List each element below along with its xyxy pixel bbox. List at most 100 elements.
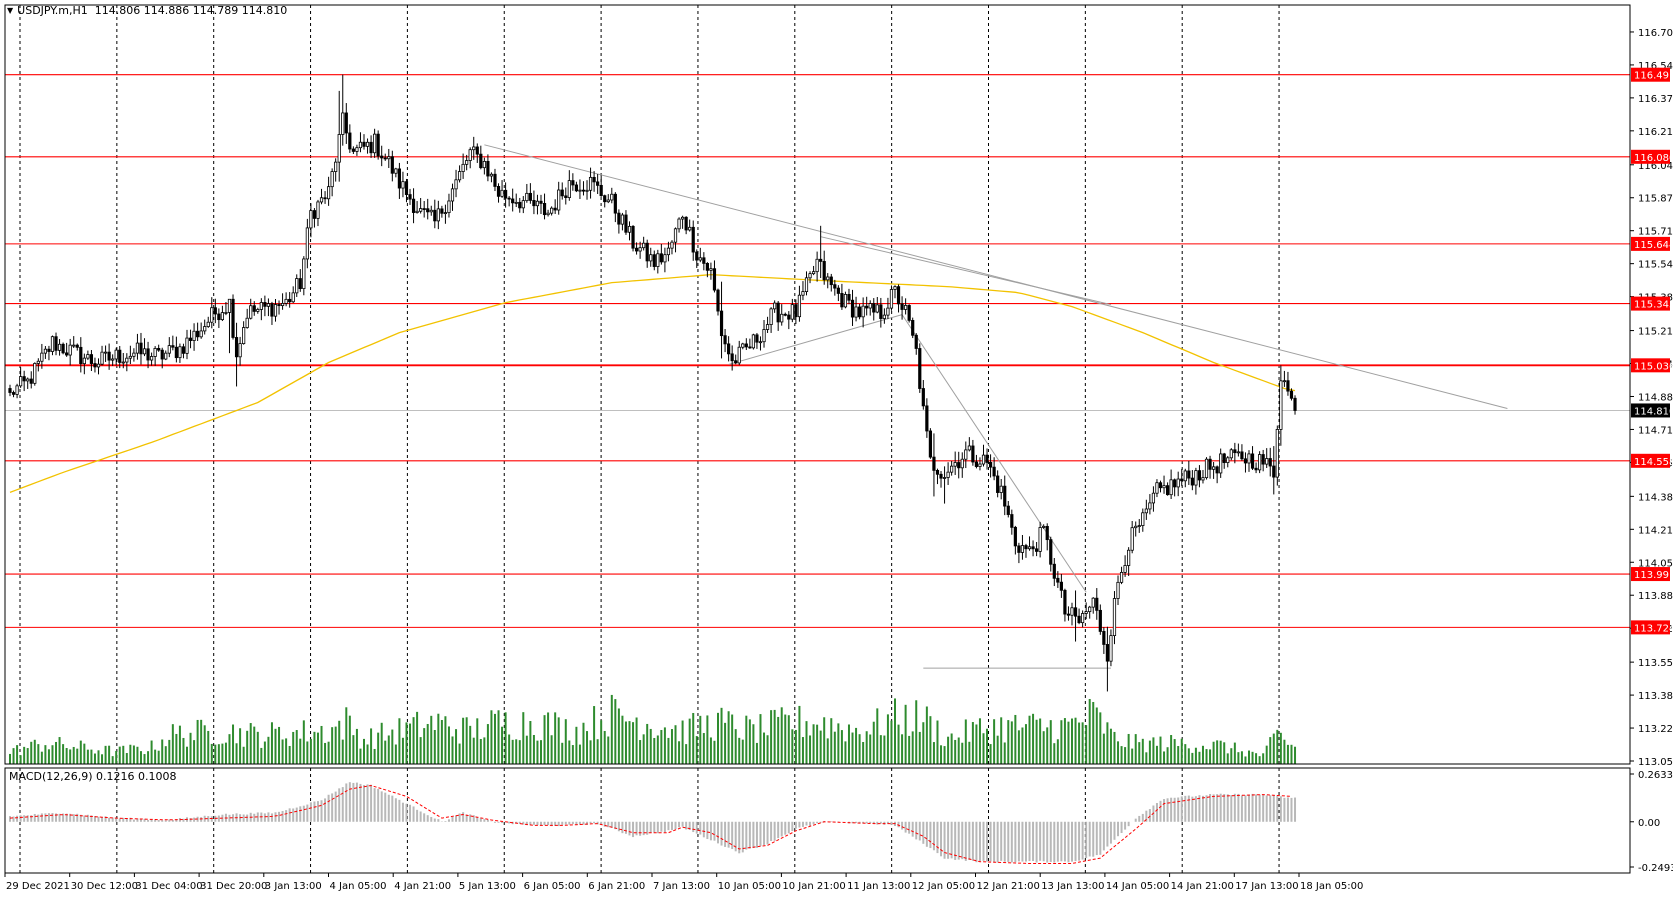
volume-bar	[653, 737, 656, 764]
volume-bar	[1173, 739, 1176, 764]
candle-body	[999, 485, 1003, 493]
volume-bar	[69, 749, 72, 764]
candle-body	[1098, 609, 1102, 632]
volume-bar	[366, 744, 369, 764]
volume-bar	[405, 722, 408, 764]
volume-bar	[260, 747, 263, 764]
volume-bar	[274, 728, 277, 764]
candle-body	[521, 200, 525, 209]
candle-body	[245, 317, 249, 328]
candle-body	[316, 201, 320, 219]
y-tick-label: 115.710	[1638, 227, 1673, 238]
volume-bar	[285, 738, 288, 764]
candle-body	[1215, 466, 1219, 474]
trendlines[interactable]	[484, 144, 1508, 669]
candle-body	[748, 346, 752, 349]
volume-bar	[766, 735, 769, 764]
candle-body	[769, 308, 773, 325]
candle-body	[1137, 525, 1141, 527]
volume-bar	[1279, 732, 1282, 764]
chart-title[interactable]: ▼ USDJPY.m,H1 114.806 114.886 114.789 114…	[7, 4, 287, 17]
x-tick-label: 4 Jan 05:00	[330, 881, 387, 892]
x-tick-label: 10 Jan 05:00	[718, 881, 781, 892]
candle-body	[698, 257, 702, 261]
volume-bar	[143, 754, 146, 764]
volume-bar	[540, 740, 542, 764]
volume-bar	[1251, 751, 1254, 764]
volume-bar	[426, 723, 429, 764]
volume-bar	[1000, 717, 1003, 764]
candle-body	[974, 461, 979, 467]
volume-bar	[235, 743, 238, 764]
volume-bar	[221, 743, 224, 764]
volume-bar	[801, 737, 804, 764]
volume-bar	[462, 717, 465, 764]
volume-bar	[642, 734, 645, 764]
volume-bar	[1276, 729, 1279, 764]
macd-y-tick-label: -0.2493	[1638, 863, 1673, 874]
y-tick-label: 116.705	[1638, 28, 1673, 39]
price-tag-label: 115.644	[1634, 240, 1673, 251]
volume-bar	[989, 744, 992, 764]
horizontal-levels[interactable]	[5, 74, 1630, 628]
volume-bar	[837, 723, 840, 764]
volume-bar	[331, 727, 334, 764]
candle-body	[603, 195, 607, 203]
volume-bar	[915, 700, 918, 764]
candle-body	[153, 348, 157, 357]
candle-body	[663, 254, 667, 263]
candle-body	[716, 289, 720, 312]
volume-bar	[993, 719, 996, 764]
candle-body	[712, 268, 717, 291]
candle-body	[181, 346, 186, 354]
volume-bar	[101, 754, 104, 764]
volume-bar	[90, 749, 93, 764]
volume-bar	[370, 728, 373, 764]
candle-body	[850, 299, 855, 318]
volume-bar	[1155, 745, 1158, 764]
candle-body	[585, 189, 589, 192]
volume-bar	[72, 746, 75, 764]
volume-bar	[908, 735, 911, 764]
candle-body	[829, 276, 833, 286]
candle-body	[918, 348, 922, 389]
volume-bar	[674, 725, 677, 764]
volume-bar	[571, 745, 574, 764]
price-tag-label: 116.080	[1634, 153, 1673, 164]
volume-bar	[97, 750, 100, 764]
volume-bar	[787, 715, 790, 764]
volume-bar	[1081, 722, 1084, 764]
y-tick-label: 116.540	[1638, 61, 1673, 72]
volume-bar	[1145, 752, 1148, 764]
volume-bar	[685, 744, 688, 764]
candle-body	[751, 334, 756, 349]
volume-bar	[253, 726, 256, 764]
volume-bar	[217, 744, 220, 764]
volume-bar	[391, 729, 394, 764]
candle-body	[433, 209, 437, 222]
volume-bar	[858, 734, 861, 764]
candle-body	[1056, 577, 1060, 583]
volume-bar	[1042, 731, 1045, 764]
volume-bar	[196, 719, 199, 764]
candle-body	[1212, 466, 1216, 470]
candle-body	[1282, 380, 1286, 383]
ohlc-values: 114.806 114.886 114.789 114.810	[94, 4, 288, 17]
candle-body	[978, 463, 982, 467]
volume-bar	[324, 742, 327, 764]
volume-bar	[947, 736, 950, 764]
volume-bar	[1237, 752, 1240, 764]
candle-body	[1088, 606, 1092, 613]
volume-bar	[161, 739, 164, 764]
price-tag-bg	[1631, 149, 1670, 164]
candle-body	[592, 176, 596, 183]
candle-body	[723, 335, 727, 345]
candle-body	[334, 161, 338, 172]
candle-body	[312, 210, 317, 219]
candle-body	[249, 305, 253, 319]
collapse-icon[interactable]: ▼	[7, 6, 14, 15]
volume-bar	[872, 721, 875, 764]
candle-body	[19, 376, 23, 387]
